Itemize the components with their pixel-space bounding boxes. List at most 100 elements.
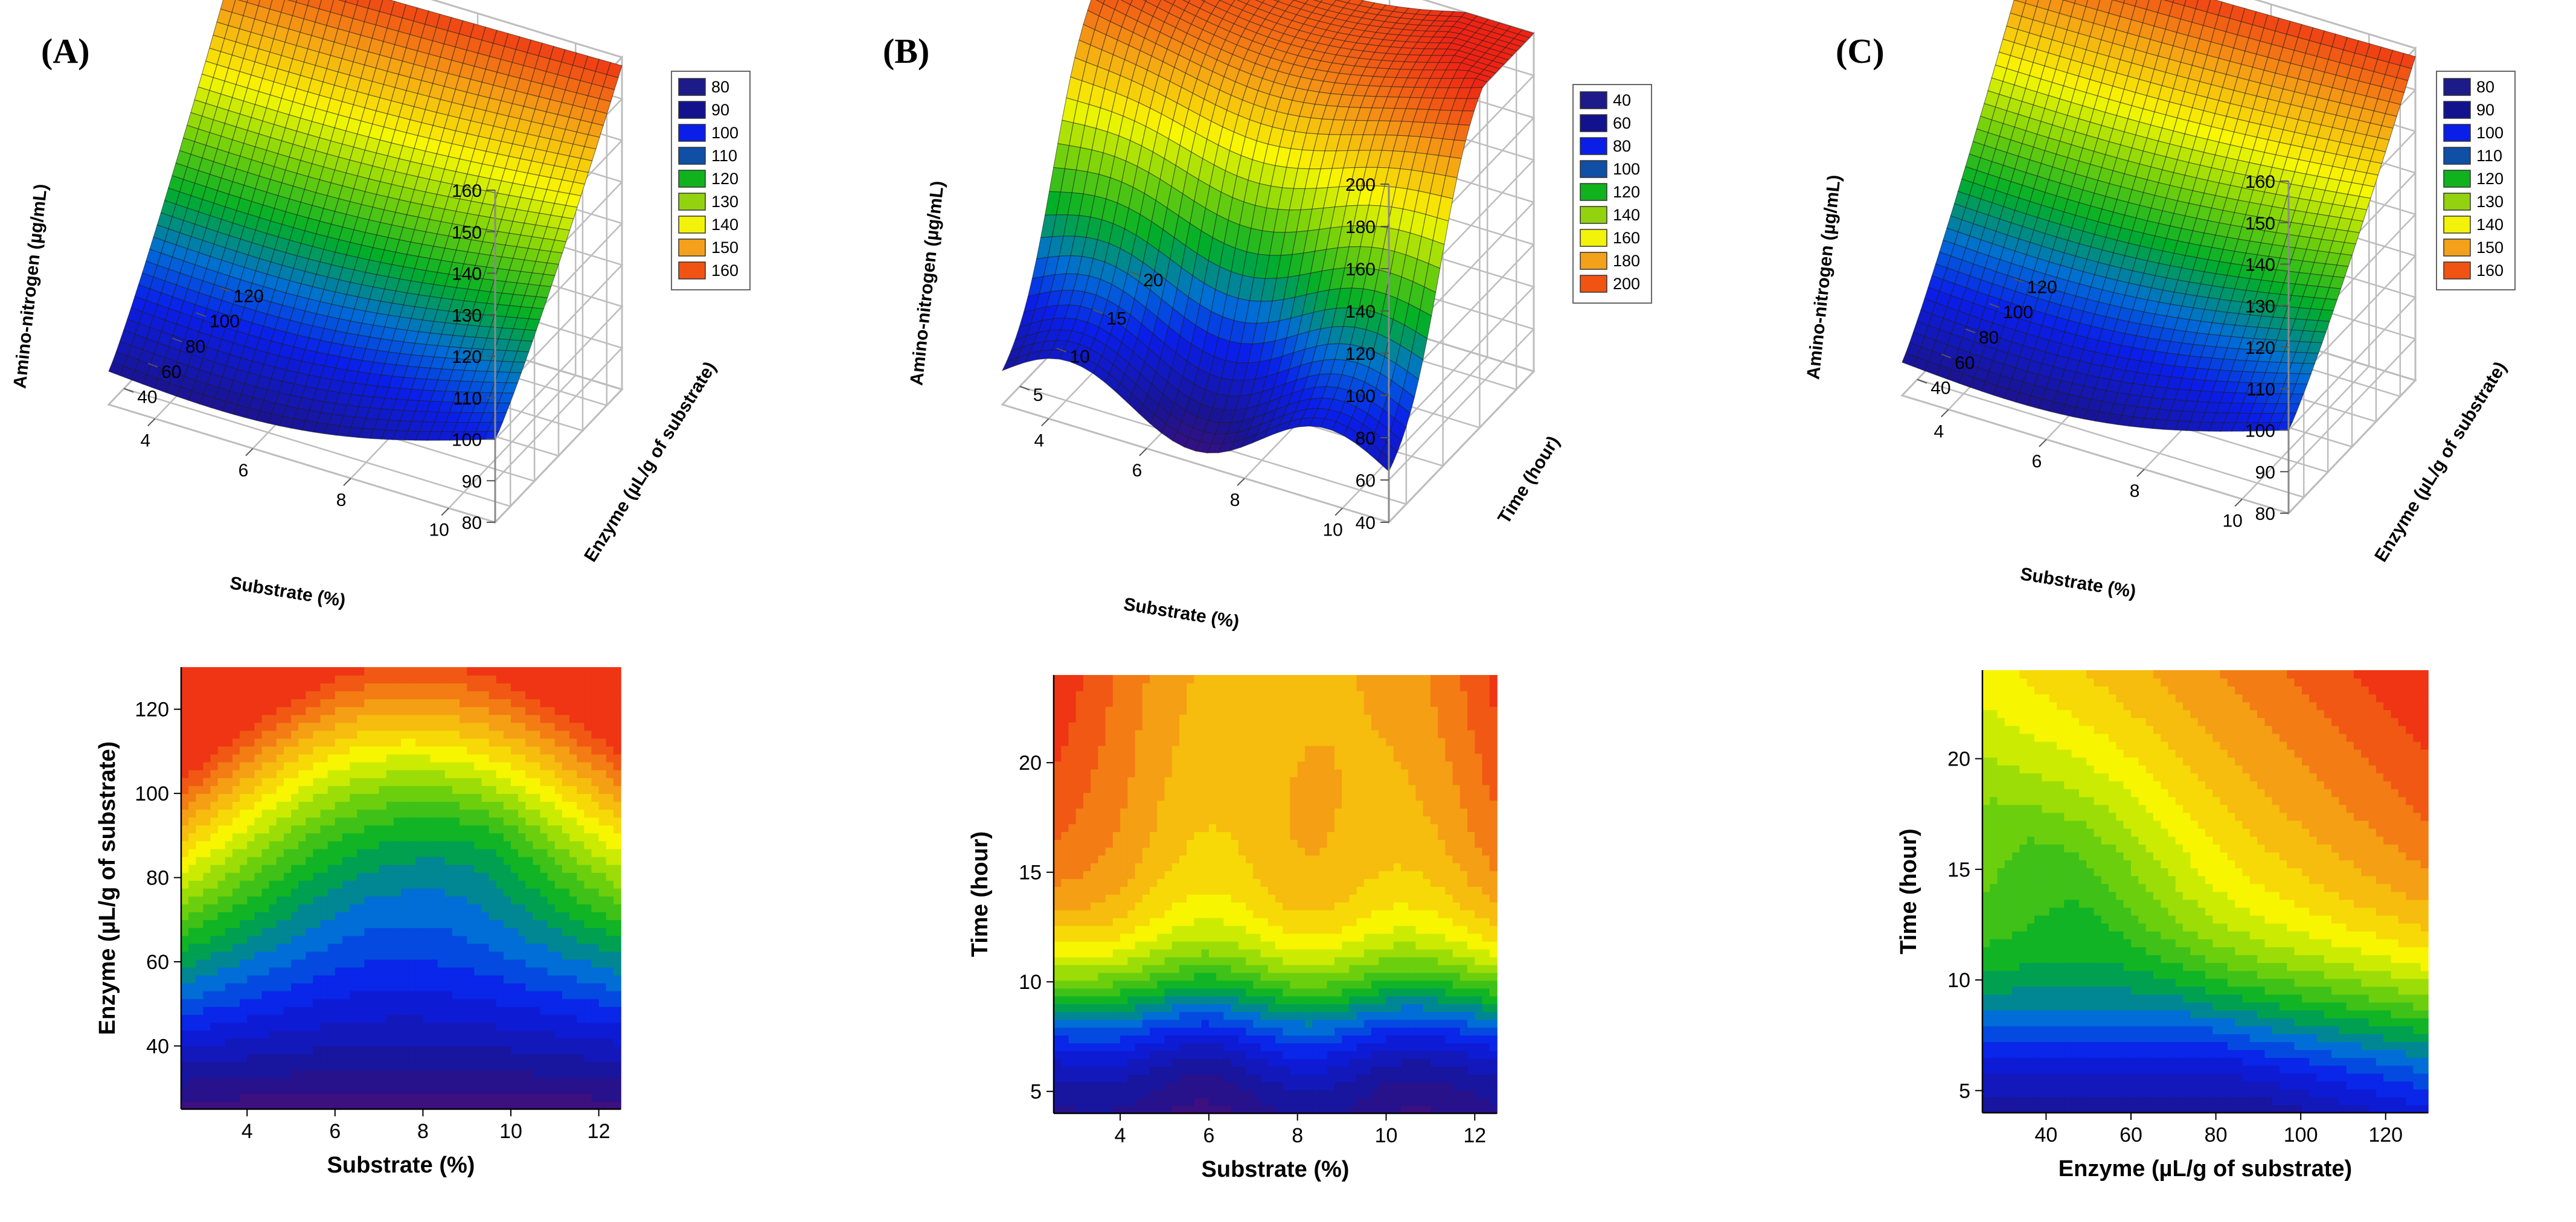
contour-cell — [240, 1030, 248, 1039]
contour-cell — [342, 746, 350, 755]
contour-cell — [306, 840, 314, 849]
contour-cell — [196, 848, 204, 857]
contour-cell — [335, 753, 343, 763]
contour-cell — [291, 856, 299, 865]
contour-cell — [313, 967, 321, 976]
contour-cell — [283, 714, 292, 723]
contour-cell — [313, 1085, 321, 1094]
contour-cell — [261, 856, 270, 865]
contour-cell — [240, 840, 248, 849]
contour-cell — [254, 769, 263, 778]
contour-cell — [313, 1061, 321, 1070]
contour-cell — [232, 769, 240, 778]
contour-cell — [247, 1077, 255, 1086]
contour-cell — [210, 761, 219, 770]
contour-cell — [276, 943, 284, 952]
contour-cell — [217, 927, 226, 936]
contour-cell — [261, 714, 270, 723]
contour-cell — [298, 730, 307, 739]
contour-cell — [298, 959, 307, 968]
legend-swatch — [1580, 252, 1607, 270]
contour-cell — [247, 974, 255, 984]
contour-cell — [320, 951, 328, 960]
contour-cell — [240, 833, 248, 842]
contour-cell — [313, 959, 321, 968]
contour-cell — [181, 785, 189, 794]
legend-label: 150 — [2476, 238, 2504, 257]
contour-cell — [247, 714, 255, 723]
x-tick-label: 4 — [140, 430, 150, 450]
contour-cell — [225, 714, 233, 723]
contour-cell — [181, 817, 189, 826]
contour-cell — [203, 753, 211, 763]
legend-swatch — [678, 78, 706, 96]
contour-cell — [196, 683, 204, 692]
contour-cell — [181, 722, 189, 731]
contour-cell — [327, 1077, 336, 1086]
z-tick-label: 200 — [1345, 175, 1376, 195]
contour-cell — [269, 1101, 277, 1110]
contour-cell — [313, 753, 321, 763]
y-tick-label: 20 — [1143, 270, 1163, 290]
contour-cell — [225, 920, 233, 929]
legend-swatch — [678, 147, 706, 165]
contour-cell — [320, 927, 328, 936]
contour-cell — [217, 825, 226, 834]
contour-cell — [269, 896, 277, 904]
contour-cell — [225, 825, 233, 834]
contour-cell — [196, 1093, 204, 1102]
contour-cell — [240, 904, 248, 913]
contour-cell — [225, 785, 233, 794]
contour-cell — [188, 691, 197, 700]
contour-cell — [203, 1069, 211, 1078]
contour-cell — [291, 848, 299, 857]
contour-cell — [327, 864, 336, 873]
contour-cell — [320, 856, 328, 865]
legend-swatch — [1580, 275, 1607, 293]
contour-cell — [313, 1006, 321, 1015]
contour-cell — [269, 746, 277, 755]
contour-cell — [313, 722, 321, 731]
contour-cell — [225, 840, 233, 849]
contour-cell — [203, 943, 211, 952]
contour-cell — [306, 1006, 314, 1015]
contour-cell — [225, 904, 233, 913]
contour-cell — [320, 1077, 328, 1086]
contour-cell — [225, 746, 233, 755]
contour-cell — [298, 1006, 307, 1015]
contour-cell — [254, 1093, 263, 1102]
contour-cell — [203, 778, 211, 786]
contour-cell — [313, 706, 321, 715]
contour-cell — [269, 793, 277, 802]
contour-cell — [269, 691, 277, 700]
contour-cell — [254, 691, 263, 700]
contour-cell — [196, 706, 204, 715]
contour-cell — [232, 817, 240, 826]
contour-cell — [327, 778, 336, 786]
contour-cell — [283, 912, 292, 921]
contour-cell — [298, 888, 307, 897]
contour-cell — [320, 1101, 328, 1110]
legend-swatch — [678, 216, 706, 234]
contour-cell — [247, 1038, 255, 1047]
contour-cell — [261, 738, 270, 747]
contour-cell — [306, 896, 314, 904]
contour-cell — [254, 959, 263, 968]
contour-cell — [240, 920, 248, 929]
z-tick-label: 140 — [452, 264, 482, 284]
contour-cell — [342, 864, 350, 873]
contour-cell — [203, 904, 211, 913]
contour-cell — [335, 714, 343, 723]
contour-cell — [181, 951, 189, 960]
contour-cell — [181, 1006, 189, 1015]
contour-cell — [254, 699, 263, 708]
contour-cell — [276, 769, 284, 778]
y-axis-title: Enzyme (µL/g of substrate) — [2371, 358, 2510, 565]
contour-cell — [327, 817, 336, 826]
contour-cell — [217, 982, 226, 991]
contour-cell — [232, 967, 240, 976]
contour-cell — [320, 1038, 328, 1047]
contour-cell — [320, 1085, 328, 1094]
contour-cell — [232, 959, 240, 968]
